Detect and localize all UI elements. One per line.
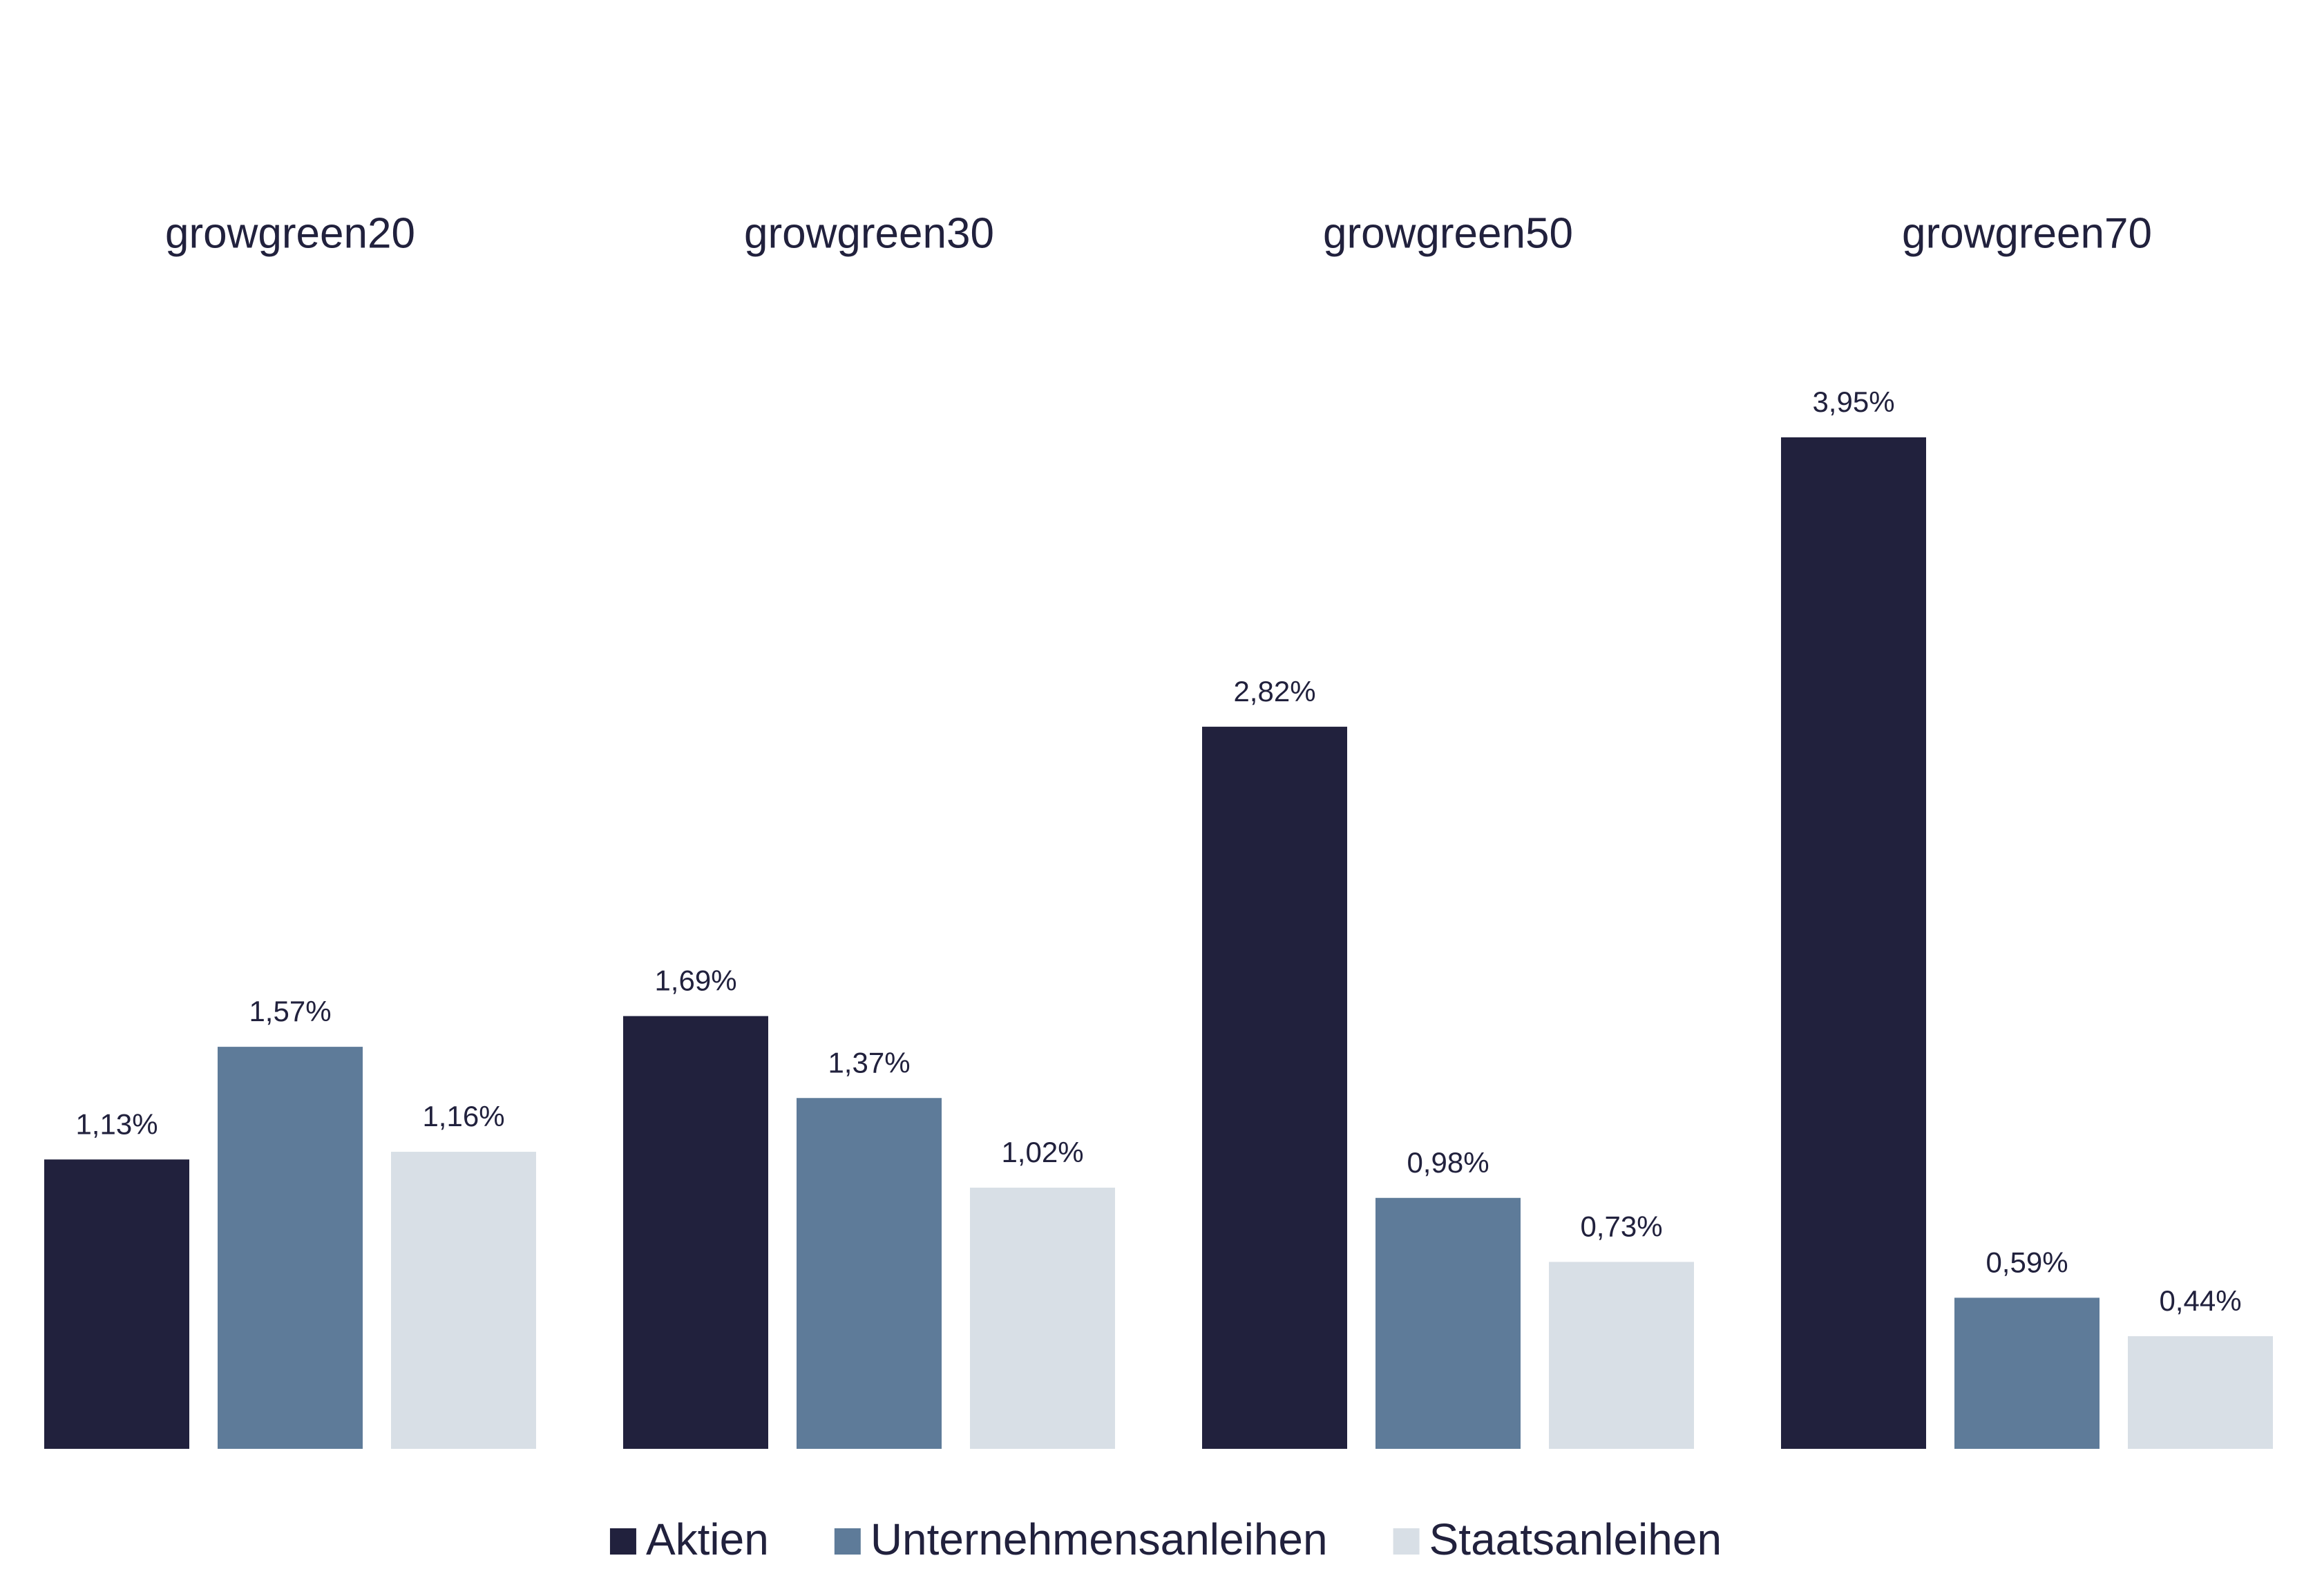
category-label: growgreen70 <box>1902 209 2152 257</box>
bar <box>1202 726 1347 1449</box>
legend-swatch <box>609 1528 636 1555</box>
bar <box>1781 437 1926 1449</box>
value-label: 2,82% <box>1233 675 1315 707</box>
bar <box>623 1016 768 1449</box>
value-label: 1,57% <box>249 995 331 1027</box>
legend-swatch <box>834 1528 861 1555</box>
bar <box>44 1159 189 1449</box>
bar <box>1375 1197 1521 1449</box>
legend-label: Aktien <box>646 1514 769 1564</box>
value-label: 3,95% <box>1812 386 1894 418</box>
bar <box>1549 1262 1694 1449</box>
value-label: 1,37% <box>828 1046 910 1079</box>
category-label: growgreen20 <box>165 209 415 257</box>
legend-label: Staatsanleihen <box>1429 1514 1722 1564</box>
bar <box>2128 1336 2273 1449</box>
bar <box>218 1047 363 1449</box>
bar <box>1954 1298 2100 1449</box>
value-label: 1,02% <box>1001 1136 1083 1168</box>
category-label: growgreen30 <box>744 209 994 257</box>
value-label: 0,59% <box>1986 1246 2068 1278</box>
value-label: 0,73% <box>1580 1210 1662 1243</box>
category-label: growgreen50 <box>1323 209 1573 257</box>
value-label: 1,13% <box>75 1108 158 1140</box>
bar <box>797 1098 942 1449</box>
legend-swatch <box>1393 1528 1420 1555</box>
value-label: 0,98% <box>1407 1146 1489 1179</box>
bar <box>970 1187 1115 1449</box>
bar <box>391 1152 536 1449</box>
value-label: 1,69% <box>654 965 736 997</box>
legend-label: Unternehmensanleihen <box>870 1514 1328 1564</box>
value-label: 1,16% <box>422 1100 504 1132</box>
value-label: 0,44% <box>2159 1284 2241 1317</box>
